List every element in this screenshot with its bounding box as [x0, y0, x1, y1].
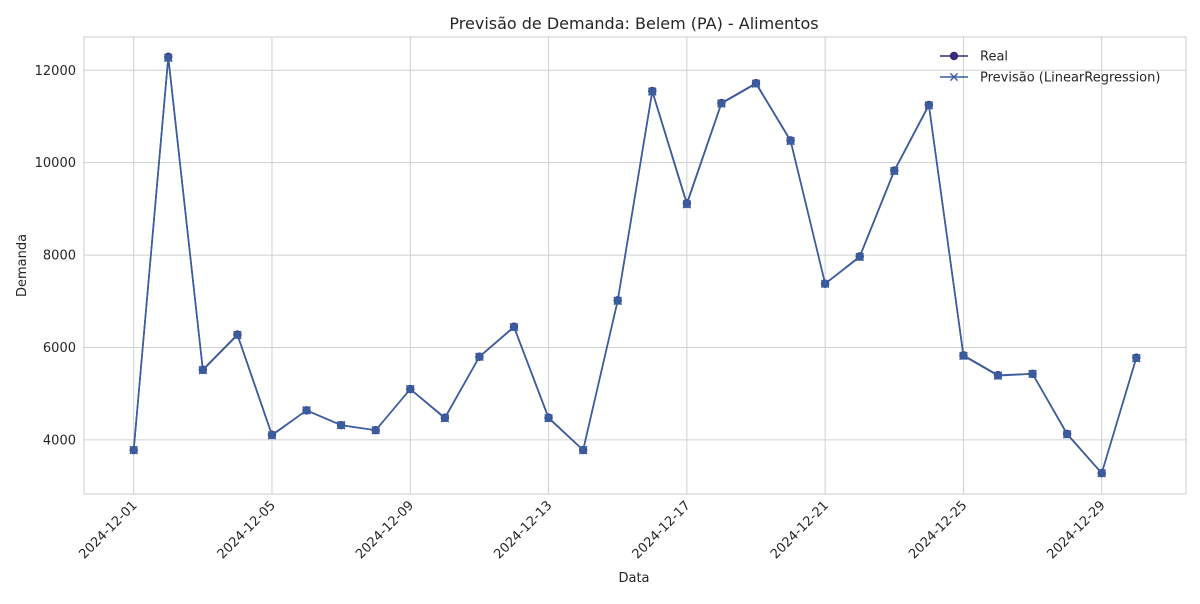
forecast-point: [371, 425, 381, 435]
legend-item: Previsão (LinearRegression): [940, 71, 1160, 86]
x-tick-label: 2024-12-13: [491, 498, 555, 562]
forecast-point: [820, 279, 830, 289]
forecast-point: [1132, 353, 1141, 363]
forecast-point: [1097, 468, 1107, 478]
forecast-point: [578, 445, 588, 455]
forecast-point: [1062, 430, 1072, 439]
forecast-point: [405, 384, 415, 394]
legend-marker: [949, 51, 959, 61]
forecast-point: [751, 79, 761, 88]
legend-item: Real: [940, 50, 1008, 65]
forecast-point: [786, 136, 795, 146]
legend: Real Previsão (LinearRegression): [940, 50, 1160, 86]
series-forecast: [129, 53, 1141, 478]
grid: [84, 37, 1186, 494]
x-tick-label: 2024-12-29: [1045, 498, 1109, 562]
y-tick-label: 8000: [43, 249, 76, 264]
forecast-point: [682, 199, 692, 209]
plot-area: [83, 36, 1187, 495]
forecast-point: [233, 330, 242, 340]
x-axis-title: Data: [618, 571, 649, 586]
forecast-point: [302, 406, 311, 415]
x-tick-label: 2024-12-01: [76, 498, 140, 562]
forecast-point: [440, 413, 450, 423]
forecast-point: [509, 322, 519, 332]
forecast-point: [1028, 369, 1037, 379]
forecast-point: [889, 166, 899, 176]
y-tick-label: 10000: [35, 156, 76, 171]
y-tick-label: 12000: [35, 64, 76, 79]
legend-label: Real: [980, 50, 1008, 65]
forecast-point: [613, 296, 623, 306]
x-tick-label: 2024-12-25: [906, 498, 970, 562]
forecast-point: [544, 413, 553, 423]
x-tick-label: 2024-12-09: [353, 498, 417, 562]
forecast-point: [336, 420, 346, 430]
forecast-point: [198, 365, 208, 375]
forecast-point: [924, 101, 934, 110]
legend-marker: [949, 72, 959, 82]
y-axis-title: Demanda: [15, 234, 30, 297]
x-tick-label: 2024-12-17: [630, 498, 694, 562]
forecast-point: [267, 431, 277, 440]
x-tick-label: 2024-12-21: [768, 498, 832, 562]
forecast-point: [959, 351, 968, 361]
forecast-point: [993, 371, 1003, 381]
forecast-point: [647, 87, 657, 96]
forecast-point: [717, 99, 726, 108]
forecast-point: [475, 352, 484, 362]
forecast-point: [163, 53, 173, 63]
y-tick-label: 6000: [43, 341, 76, 356]
forecast-point: [129, 445, 138, 455]
y-tick-label: 4000: [43, 433, 76, 448]
x-tick-label: 2024-12-05: [215, 498, 279, 562]
series-lines: [129, 52, 1141, 478]
forecast-point: [855, 252, 865, 262]
legend-label: Previsão (LinearRegression): [980, 71, 1160, 86]
forecast-line: [132, 56, 1138, 475]
chart-title: Previsão de Demanda: Belem (PA) - Alimen…: [449, 14, 818, 33]
